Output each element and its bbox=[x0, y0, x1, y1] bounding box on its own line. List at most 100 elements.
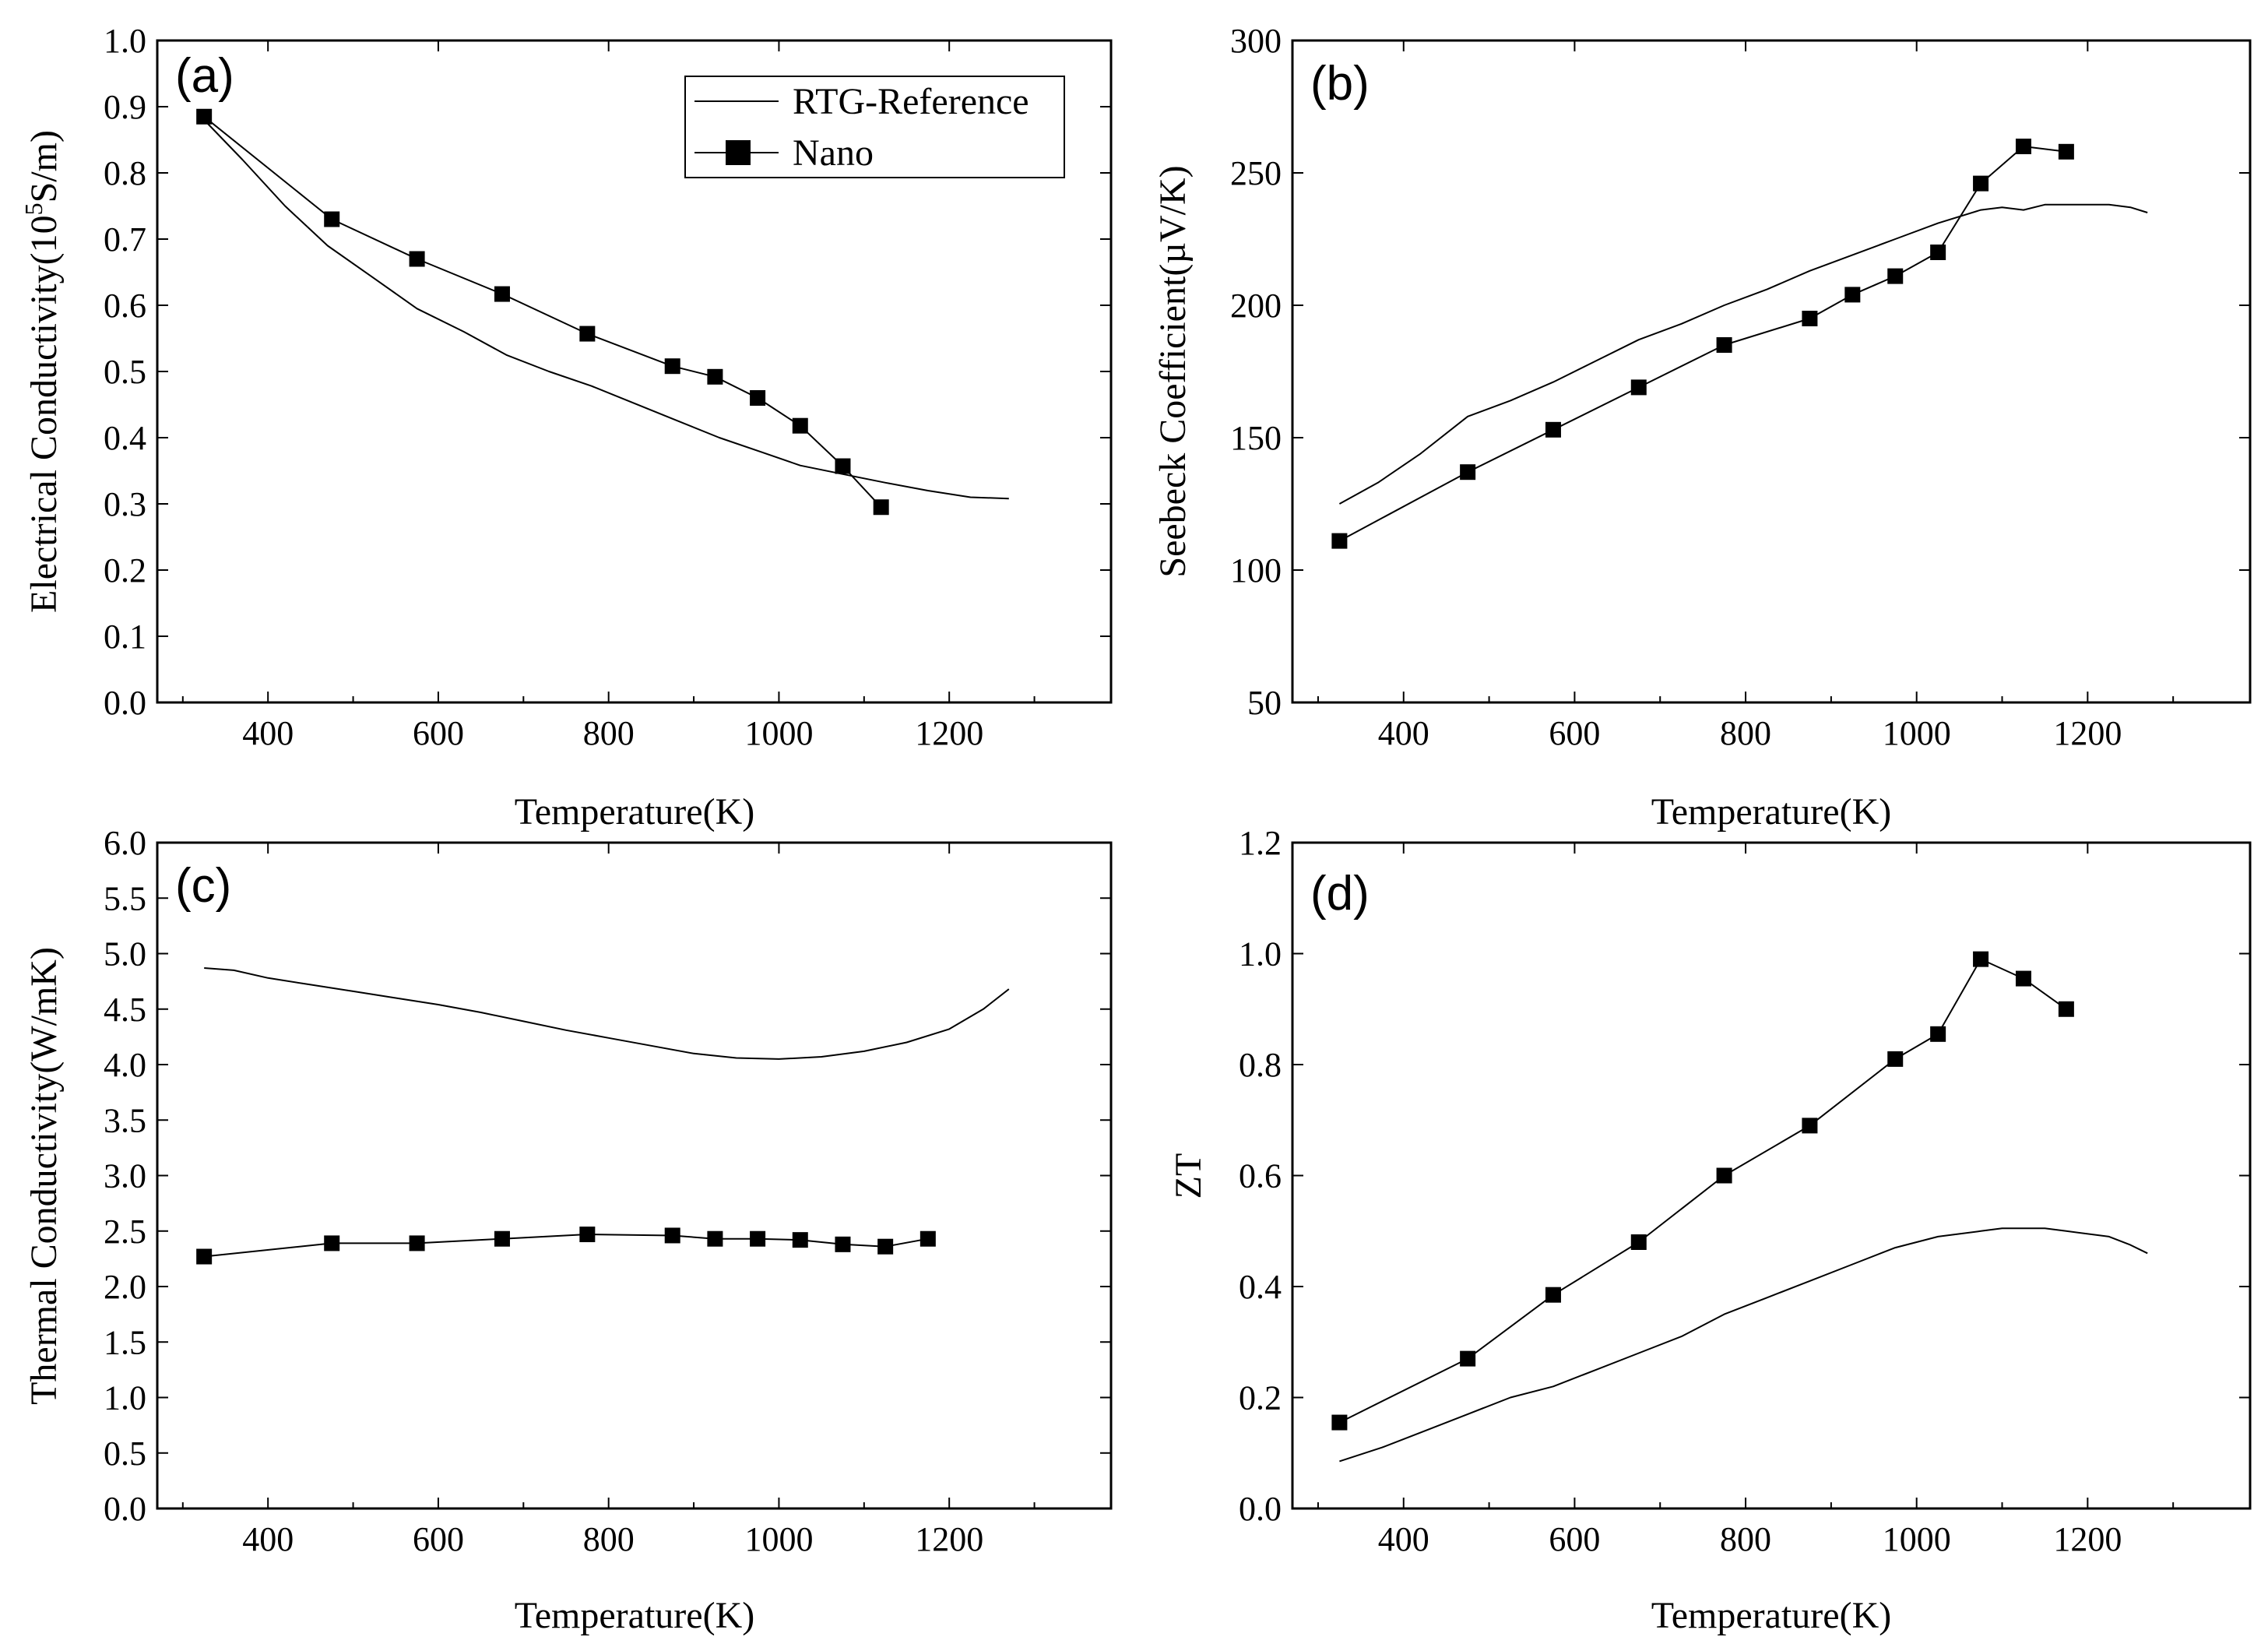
panel-c: 400 600 800 1000 1200 0.0 0.5 1.0 1.5 2.0 2.5 3.0 3.… bbox=[23, 824, 1113, 1636]
panel-d-nano-point bbox=[1973, 951, 1989, 967]
panel-a-x-tick-label: 600 bbox=[413, 714, 464, 752]
panel-d-y-tick-label: 0.2 bbox=[1239, 1379, 1282, 1417]
panel-b-nano-point bbox=[1630, 379, 1647, 396]
panel-a-plot: 400 600 800 1000 1200 0.0 0.1 0.2 0.3 0.4 0.5 0.6 0.… bbox=[104, 22, 1111, 752]
panel-d-nano-point bbox=[2058, 1001, 2074, 1017]
panel-d-x-tick-label: 800 bbox=[1720, 1520, 1771, 1558]
panel-c-y-tick-label: 3.5 bbox=[104, 1101, 146, 1139]
panel-d-nano-point bbox=[2015, 970, 2031, 987]
panel-b-nano-point bbox=[1973, 175, 1989, 192]
panel-d-nano-point bbox=[1930, 1026, 1946, 1042]
panel-c-series-nano-line bbox=[204, 1234, 928, 1258]
panel-a-nano-point bbox=[873, 499, 889, 516]
panel-b-x-tick-label: 1000 bbox=[1883, 714, 1951, 752]
panel-a-y-axis-title: Electrical Conductivity(105S/m) bbox=[19, 130, 65, 613]
panel-c-y-tick-label: 1.5 bbox=[104, 1323, 146, 1361]
panel-a-nano-point bbox=[196, 108, 213, 125]
panel-c-nano-point bbox=[877, 1238, 894, 1255]
panel-d-series-reference-line bbox=[1339, 1227, 2148, 1463]
panel-a-y-tick-label: 0.1 bbox=[104, 618, 146, 656]
panel-a-y-tick-label: 0.9 bbox=[104, 88, 146, 126]
panel-b-nano-point bbox=[1930, 245, 1946, 260]
panel-c-y-tick-label: 5.5 bbox=[104, 879, 146, 917]
panel-d-nano-point bbox=[1630, 1234, 1647, 1250]
panel-d-tag: (d) bbox=[1310, 867, 1370, 921]
panel-a-y-tick-label: 0.6 bbox=[104, 287, 146, 325]
panel-c-y-axis-title: Thermal Conductivity(W/mK) bbox=[23, 947, 65, 1405]
panel-c-nano-point bbox=[707, 1230, 723, 1247]
panel-a-nano-point bbox=[792, 417, 808, 434]
panel-b-x-axis-title: Temperature(K) bbox=[1651, 791, 1891, 833]
panel-c-y-tick-label: 4.0 bbox=[104, 1046, 146, 1084]
panel-a-y-tick-label: 0.4 bbox=[104, 419, 146, 457]
panel-a-x-tick-label: 1200 bbox=[915, 714, 983, 752]
panel-b-x-tick-label: 400 bbox=[1378, 714, 1429, 752]
panel-b-y-tick-label: 300 bbox=[1230, 22, 1282, 60]
panel-c-nano-point bbox=[196, 1248, 213, 1265]
panel-c-y-tick-label: 5.0 bbox=[104, 935, 146, 973]
panel-a-nano-point bbox=[409, 251, 425, 267]
panel-d-y-tick-label: 0.0 bbox=[1239, 1490, 1282, 1528]
panel-b-nano-point bbox=[1331, 533, 1348, 549]
panel-a-nano-point bbox=[707, 368, 723, 385]
panel-b-x-tick-label: 800 bbox=[1720, 714, 1771, 752]
panel-b-tag: (b) bbox=[1310, 57, 1370, 111]
panel-b-frame bbox=[1291, 39, 2252, 704]
panel-a-x-axis-title: Temperature(K) bbox=[515, 791, 754, 833]
legend-nano-marker bbox=[726, 140, 751, 165]
panel-c-x-tick-label: 800 bbox=[583, 1520, 635, 1558]
panel-a: 400 600 800 1000 1200 0.0 0.1 0.2 0.3 0.4 0.5 0.6 0.… bbox=[19, 22, 1113, 833]
panel-c-nano-point bbox=[409, 1235, 425, 1251]
panel-d-y-tick-label: 0.8 bbox=[1239, 1046, 1282, 1084]
panel-c-nano-point bbox=[579, 1227, 596, 1243]
panel-a-nano-point bbox=[579, 326, 596, 342]
panel-d-x-tick-label: 1000 bbox=[1883, 1520, 1951, 1558]
panel-c-series-reference-line bbox=[204, 967, 1010, 1060]
panel-b-y-tick-label: 250 bbox=[1230, 154, 1282, 192]
panel-c-y-tick-label: 1.0 bbox=[104, 1379, 146, 1417]
panel-d-nano-point bbox=[1331, 1414, 1348, 1431]
panel-d-nano-point bbox=[1460, 1350, 1476, 1367]
panel-c-nano-point bbox=[324, 1235, 340, 1251]
panel-a-tag: (a) bbox=[175, 49, 234, 103]
panel-d-y-axis-title: ZT bbox=[1168, 1153, 1209, 1199]
panel-a-nano-point bbox=[664, 358, 680, 375]
panel-a-series-reference-line bbox=[203, 119, 1009, 500]
panel-a-y-title-part1: Electrical Conductivity(10 bbox=[23, 215, 65, 613]
panel-c-nano-point bbox=[664, 1227, 680, 1244]
panel-d-x-tick-label: 1200 bbox=[2053, 1520, 2122, 1558]
panel-a-y-tick-label: 0.2 bbox=[104, 551, 146, 590]
panel-d-nano-point bbox=[1716, 1167, 1732, 1184]
panel-c-x-tick-label: 1200 bbox=[915, 1520, 983, 1558]
panel-a-y-tick-label: 0.7 bbox=[104, 220, 146, 259]
panel-a-x-tick-label: 400 bbox=[242, 714, 294, 752]
panel-b-nano-point bbox=[1802, 311, 1818, 326]
panel-b-y-tick-label: 50 bbox=[1247, 684, 1282, 722]
panel-a-y-tick-label: 0.3 bbox=[104, 485, 146, 523]
panel-c-x-axis-title: Temperature(K) bbox=[515, 1595, 754, 1636]
panel-c-nano-point bbox=[494, 1230, 510, 1247]
panel-c-frame bbox=[156, 841, 1113, 1510]
panel-c-y-tick-label: 0.0 bbox=[104, 1490, 146, 1528]
panel-a-y-tick-label: 0.5 bbox=[104, 353, 146, 391]
panel-d-plot: 400 600 800 1000 1200 0.0 0.2 0.4 0.6 0.8 1.0 1.2 bbox=[1239, 824, 2250, 1558]
panel-d-nano-point bbox=[1545, 1287, 1561, 1303]
panel-d-y-tick-label: 0.4 bbox=[1239, 1268, 1282, 1306]
legend-reference-label: RTG-Reference bbox=[793, 81, 1029, 122]
panel-c-y-tick-label: 0.5 bbox=[104, 1435, 146, 1473]
panel-d-x-axis-title: Temperature(K) bbox=[1651, 1595, 1891, 1636]
panel-b-series-nano-line bbox=[1338, 146, 2067, 542]
panel-b-nano-point bbox=[1844, 287, 1861, 303]
panel-a-nano-point bbox=[494, 286, 510, 302]
panel-c-nano-point bbox=[835, 1236, 851, 1252]
panel-c-y-tick-label: 3.0 bbox=[104, 1157, 146, 1195]
panel-a-y-tick-label: 0.8 bbox=[104, 154, 146, 192]
panel-b-plot: 400 600 800 1000 1200 50 100 150 200 250 300 bbox=[1230, 22, 2250, 752]
panel-c-y-tick-label: 2.0 bbox=[104, 1268, 146, 1306]
panel-a-nano-point bbox=[835, 458, 851, 474]
panel-b-nano-point bbox=[1716, 337, 1732, 353]
panel-b-x-tick-label: 1200 bbox=[2053, 714, 2122, 752]
panel-c-plot: 400 600 800 1000 1200 0.0 0.5 1.0 1.5 2.0 2.5 3.0 3.… bbox=[104, 824, 1111, 1558]
panel-b-nano-point bbox=[2058, 143, 2074, 160]
panel-b-series-reference-line bbox=[1338, 203, 2148, 505]
